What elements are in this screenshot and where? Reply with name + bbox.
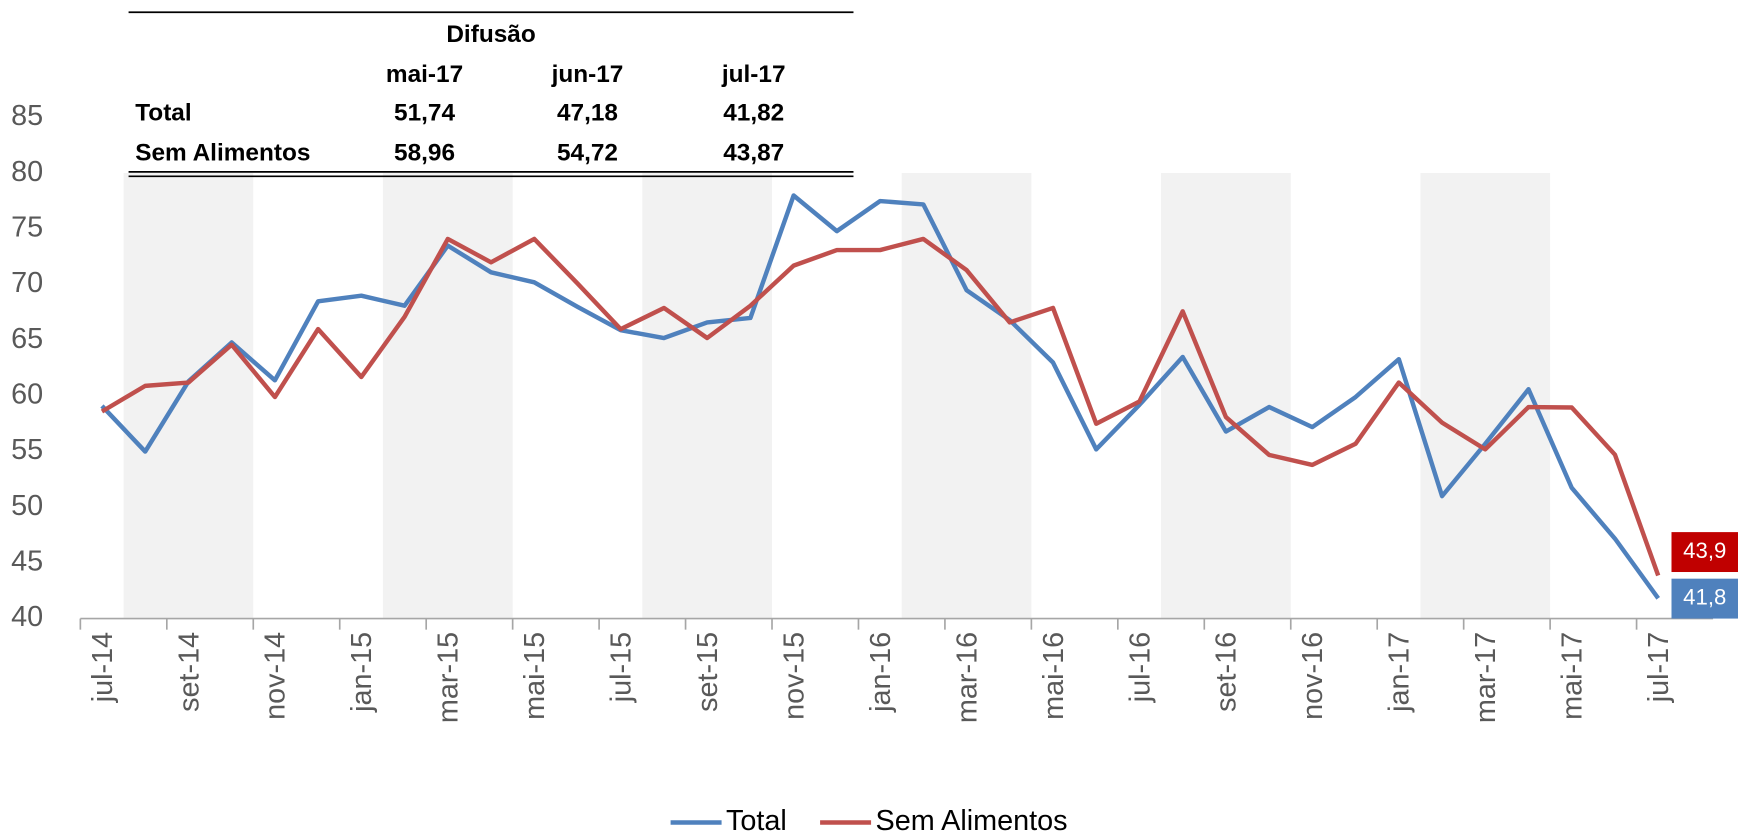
table-column: jul-17 [721, 61, 786, 88]
y-tick-label: 50 [11, 490, 43, 522]
shade-band [1161, 172, 1291, 619]
x-tick-label: jul-17 [1643, 632, 1675, 703]
value-label-box [1671, 532, 1738, 573]
x-tick-label: nov-16 [1297, 632, 1329, 720]
x-tick-label: set-14 [173, 632, 205, 712]
value-label-box [1671, 578, 1738, 619]
table-cell: 43,87 [723, 140, 784, 167]
table-cell: 41,82 [723, 100, 784, 127]
x-tick-label: jan-15 [346, 632, 378, 713]
y-tick-label: 85 [11, 100, 43, 132]
x-tick-label: nov-15 [778, 632, 810, 720]
shade-band [123, 172, 254, 619]
value-label: 41,8 [1683, 584, 1726, 609]
y-tick-label: 55 [11, 434, 43, 466]
series-line [100, 236, 1661, 577]
legend-label: Total [726, 805, 787, 837]
shade-band [1420, 172, 1551, 619]
table-title: Difusão [446, 21, 535, 48]
x-tick-label: nov-14 [260, 632, 292, 720]
table-row-label: Total [135, 100, 191, 127]
y-tick-label: 40 [11, 601, 43, 633]
x-tick-label: jan-16 [865, 632, 897, 713]
table-row-label: Sem Alimentos [135, 140, 310, 167]
x-tick-label: jul-14 [87, 632, 119, 703]
x-tick-label: mai-17 [1557, 632, 1589, 720]
x-tick-label: jul-16 [1124, 632, 1156, 703]
y-tick-label: 65 [11, 323, 43, 355]
x-tick-label: mai-16 [1038, 632, 1070, 720]
y-tick-label: 60 [11, 379, 43, 411]
x-tick-label: set-16 [1211, 632, 1243, 712]
x-tick-label: set-15 [692, 632, 724, 712]
y-tick-label: 70 [11, 267, 43, 299]
x-tick-label: mar-17 [1470, 632, 1502, 723]
x-tick-label: jul-15 [606, 632, 638, 703]
x-tick-label: mar-15 [433, 632, 465, 723]
x-tick-label: jan-17 [1384, 632, 1416, 713]
series-line [100, 193, 1660, 600]
x-tick-label: mar-16 [951, 632, 983, 723]
shading [123, 172, 1551, 619]
value-label: 43,9 [1683, 538, 1726, 563]
table-cell: 47,18 [557, 100, 618, 127]
y-tick-label: 45 [11, 546, 43, 578]
table-column: jun-17 [551, 61, 624, 88]
y-tick-label: 80 [11, 156, 43, 188]
y-tick-label: 75 [11, 212, 43, 244]
shade-band [901, 172, 1032, 619]
legend-label: Sem Alimentos [876, 805, 1068, 837]
shade-band [642, 172, 773, 619]
table-cell: 51,74 [394, 100, 455, 127]
x-tick-label: mai-15 [519, 632, 551, 720]
table-column: mai-17 [386, 61, 463, 88]
table-cell: 54,72 [557, 140, 618, 167]
table-cell: 58,96 [394, 140, 455, 167]
